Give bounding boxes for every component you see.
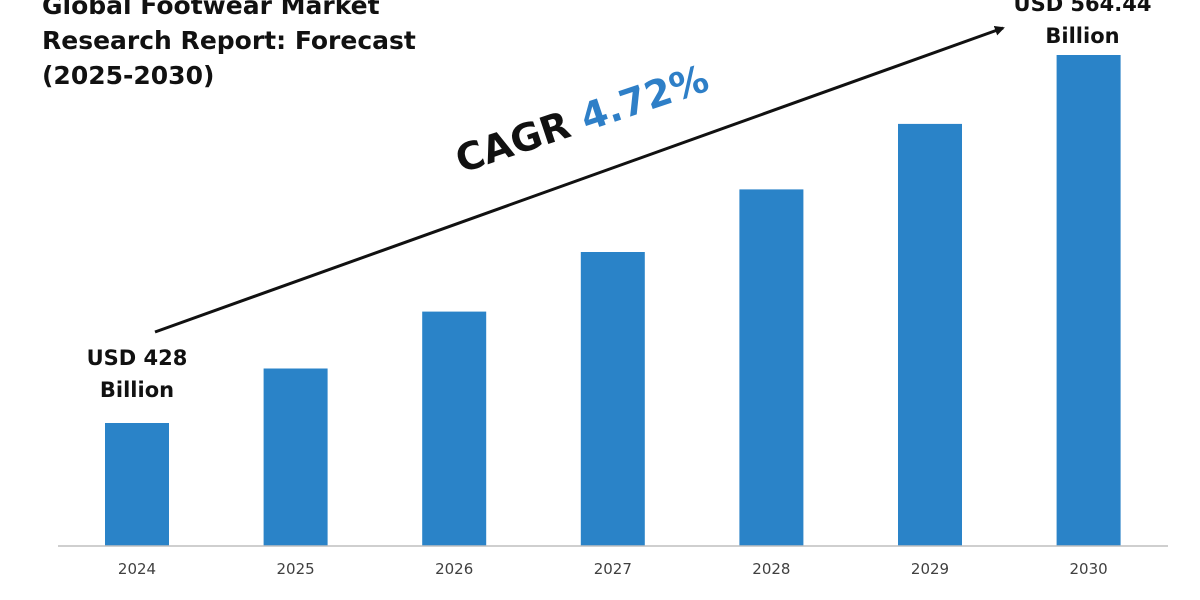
x-tick-label-2028: 2028 (752, 560, 790, 578)
x-tick-label-2029: 2029 (911, 560, 949, 578)
start-value-label: USD 428 Billion (72, 342, 202, 406)
title-line-1: Global Footwear Market (42, 0, 380, 20)
bars-group (105, 55, 1121, 547)
end-value-line-2: Billion (1045, 24, 1120, 48)
bar-2030 (1056, 55, 1121, 546)
bar-2024 (105, 423, 169, 546)
start-value-line-2: Billion (99, 378, 175, 402)
chart-title: Global Footwear Market Research Report: … (42, 0, 442, 93)
bar-2028 (739, 189, 804, 546)
bar-2029 (898, 123, 962, 547)
x-tick-label-2025: 2025 (277, 560, 315, 578)
bar-2027 (580, 252, 645, 546)
x-tick-label-2030: 2030 (1070, 560, 1108, 578)
x-tick-label-2024: 2024 (118, 560, 156, 578)
x-tick-label-2026: 2026 (435, 560, 473, 578)
start-value-line-1: USD 428 (86, 346, 188, 370)
end-value-line-1: USD 564.44 (1013, 0, 1152, 16)
title-line-2: Research Report: Forecast (42, 26, 416, 55)
x-tick-labels: 2024 2025 2026 2027 2028 2029 2030 (118, 560, 1108, 578)
bar-2025 (263, 368, 328, 546)
end-value-label: USD 564.44 Billion (995, 0, 1170, 52)
title-line-3: (2025-2030) (42, 61, 215, 90)
x-tick-label-2027: 2027 (594, 560, 632, 578)
growth-arrow (154, 25, 1005, 334)
bar-2026 (422, 311, 487, 546)
